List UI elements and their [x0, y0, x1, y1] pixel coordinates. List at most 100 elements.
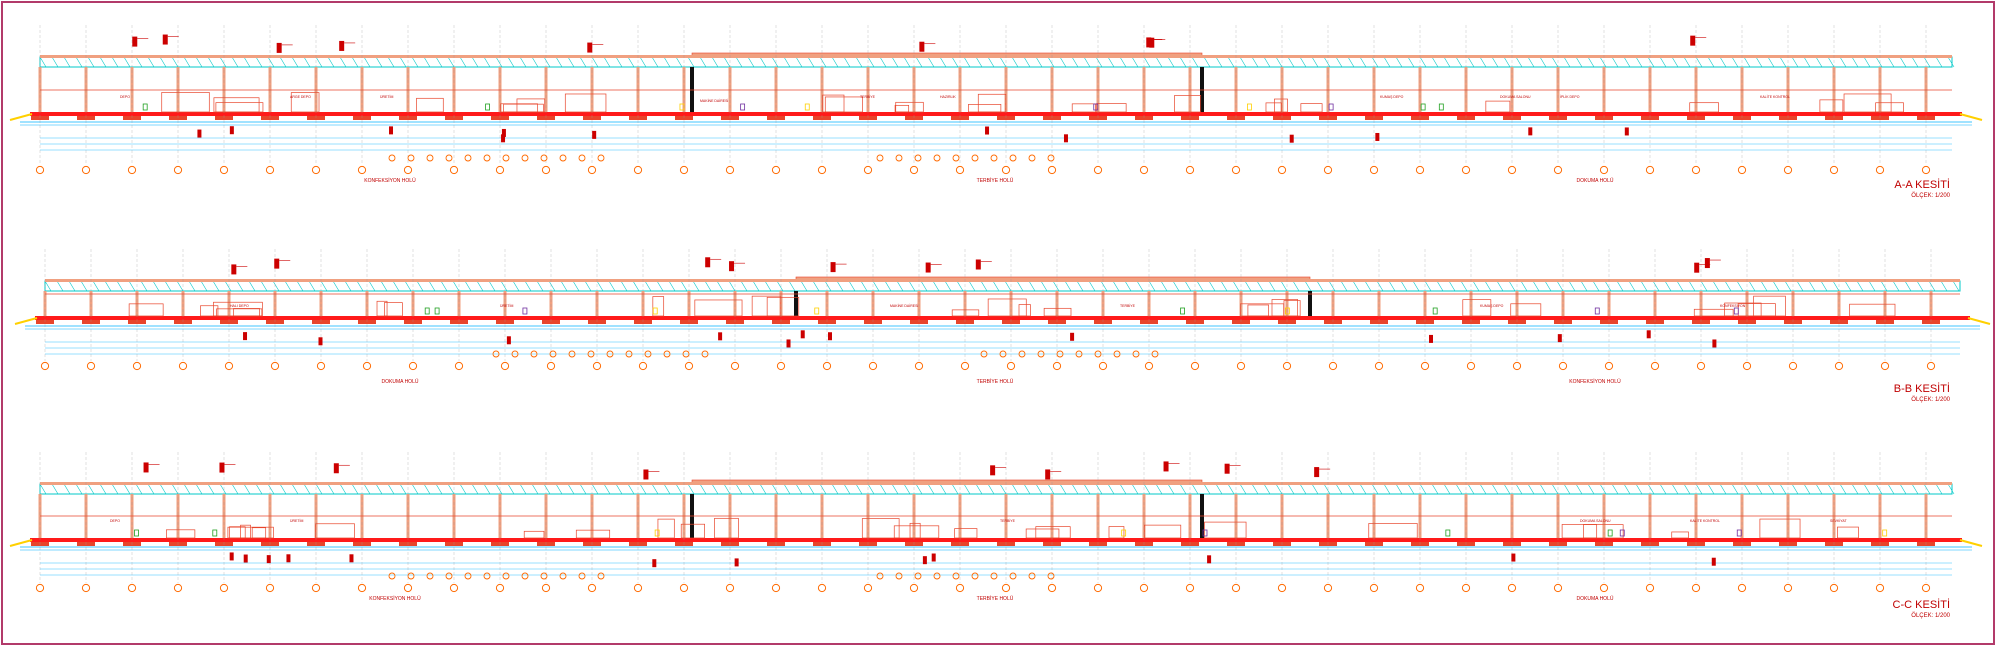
- floor-slab: [35, 316, 1970, 320]
- room-box: [383, 302, 403, 317]
- grid-bubble: [1650, 361, 1660, 371]
- level-tag: [1712, 339, 1717, 348]
- truss-web: [68, 280, 76, 292]
- truss-web: [944, 280, 952, 292]
- truss-web: [975, 56, 983, 68]
- grid-bubble: [1323, 165, 1333, 175]
- room-box: [315, 523, 355, 539]
- grid-bubble: [559, 154, 567, 162]
- truss-web: [579, 56, 587, 68]
- truss-web: [879, 56, 887, 68]
- truss-web: [855, 56, 863, 68]
- end-ramp: [9, 539, 33, 547]
- equipment: [652, 307, 658, 315]
- truss-web: [183, 483, 191, 495]
- truss-web: [1280, 280, 1288, 292]
- grid-bubble: [999, 350, 1007, 358]
- truss-web: [428, 280, 436, 292]
- truss-web: [1076, 280, 1084, 292]
- truss-web: [308, 280, 316, 292]
- truss-web: [531, 56, 539, 68]
- grid-bubble: [1926, 361, 1936, 371]
- truss-web: [123, 56, 131, 68]
- truss-web: [1323, 56, 1331, 68]
- truss-web: [524, 280, 532, 292]
- truss-web: [1695, 483, 1703, 495]
- level-tag: [1690, 35, 1696, 46]
- room-label: KUMAŞ DEPO: [1380, 95, 1404, 99]
- truss-web: [776, 280, 784, 292]
- truss-web: [939, 56, 947, 68]
- grid-bubble: [1783, 165, 1793, 175]
- grid-bubble: [219, 165, 229, 175]
- truss-web: [1935, 483, 1943, 495]
- grid-bubble: [597, 154, 605, 162]
- truss-web: [1580, 280, 1588, 292]
- truss-web: [380, 280, 388, 292]
- truss-web: [1647, 56, 1655, 68]
- truss-web: [956, 280, 964, 292]
- column: [958, 67, 962, 112]
- grid-bubble: [81, 583, 91, 593]
- grid-bubble: [521, 572, 529, 580]
- column: [1786, 67, 1790, 112]
- room-box: [1583, 524, 1624, 539]
- grid-bubble: [644, 350, 652, 358]
- grid-bubble: [771, 165, 781, 175]
- truss-web: [987, 56, 995, 68]
- level-tag: [286, 554, 291, 563]
- truss-web: [291, 56, 299, 68]
- room-box: [1843, 93, 1892, 113]
- truss-web: [1743, 483, 1751, 495]
- grid-bubble: [1001, 583, 1011, 593]
- column: [273, 291, 277, 316]
- room-box: [213, 97, 260, 113]
- level-tag: [318, 337, 323, 346]
- equipment: [654, 529, 660, 537]
- truss-web: [1095, 56, 1103, 68]
- truss-web: [1880, 280, 1888, 292]
- grid-bubble: [1037, 350, 1045, 358]
- level-tag: [1711, 557, 1716, 566]
- grid-bubble: [1604, 361, 1614, 371]
- column: [406, 67, 410, 112]
- truss-web: [1755, 483, 1763, 495]
- column: [912, 67, 916, 112]
- truss-web: [735, 483, 743, 495]
- truss-web: [315, 483, 323, 495]
- grid-bubble: [578, 572, 586, 580]
- truss-web: [699, 56, 707, 68]
- room-box: [893, 525, 940, 539]
- level-tag: [931, 553, 936, 562]
- grid-bubble: [492, 350, 500, 358]
- grid-bubble: [1001, 165, 1011, 175]
- room-box: [1689, 102, 1719, 113]
- room-label: ÜRETİM: [290, 518, 304, 523]
- room-label: KUMAŞ DEPO: [1480, 304, 1504, 308]
- grid-bubble: [1461, 165, 1471, 175]
- truss-web: [1491, 483, 1499, 495]
- truss-web: [519, 56, 527, 68]
- truss-web: [1784, 280, 1792, 292]
- truss-web: [675, 56, 683, 68]
- truss-web: [728, 280, 736, 292]
- room-box: [822, 94, 845, 113]
- column: [1929, 291, 1933, 316]
- grid-bubble: [1829, 165, 1839, 175]
- truss-web: [1892, 280, 1900, 292]
- truss-web: [1952, 280, 1960, 292]
- column: [1837, 291, 1841, 316]
- level-tag: [333, 463, 339, 474]
- column: [176, 67, 180, 112]
- truss-web: [1275, 483, 1283, 495]
- truss-web: [1803, 483, 1811, 495]
- truss-web: [1268, 280, 1276, 292]
- section-scale: ÖLÇEK: 1/200: [1911, 396, 1950, 403]
- grid-bubble: [909, 165, 919, 175]
- column: [1142, 67, 1146, 112]
- grid-bubble: [684, 361, 694, 371]
- level-tag: [718, 332, 723, 341]
- truss-web: [1532, 280, 1540, 292]
- truss-web: [1856, 280, 1864, 292]
- grid-bubble: [1009, 154, 1017, 162]
